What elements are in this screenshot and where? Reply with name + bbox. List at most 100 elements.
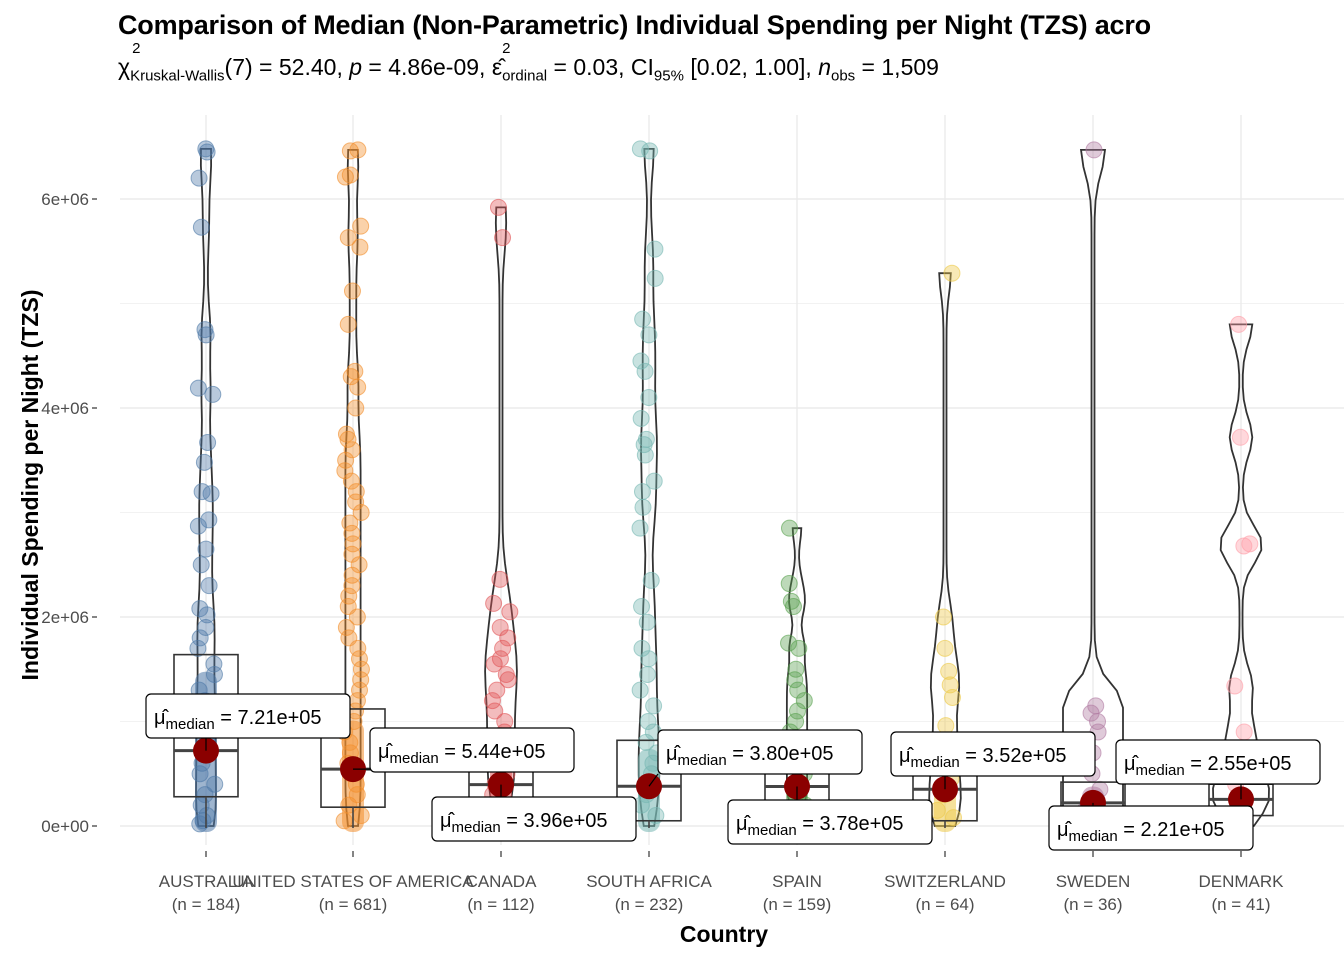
data-point bbox=[191, 629, 209, 647]
data-point bbox=[192, 556, 210, 574]
data-point bbox=[640, 326, 658, 344]
data-point bbox=[349, 639, 367, 657]
data-point bbox=[336, 462, 354, 480]
data-point bbox=[350, 650, 368, 668]
data-point bbox=[638, 613, 656, 631]
violin-south-africa bbox=[637, 147, 661, 827]
data-point bbox=[640, 650, 658, 668]
median-label: μ̂median = 5.44e+05 bbox=[353, 727, 575, 773]
x-tick-label: CANADA bbox=[466, 872, 538, 891]
n-obs-value: 1,509 bbox=[881, 54, 939, 80]
median-label-text: μ̂median = 3.96e+05 bbox=[440, 810, 608, 836]
data-point bbox=[639, 713, 657, 730]
data-point bbox=[640, 389, 658, 407]
chart-subtitle: χ 2 Kruskal-Wallis(7) = 52.40, p = 4.86e-0… bbox=[118, 40, 939, 85]
x-tick-n-label: (n = 41) bbox=[1211, 895, 1270, 914]
df-value: 7 bbox=[232, 54, 245, 80]
y-tick-label: 6e+06 bbox=[41, 190, 89, 209]
data-point bbox=[200, 577, 218, 595]
data-point bbox=[339, 315, 357, 333]
violin-denmark bbox=[1212, 323, 1270, 827]
data-point bbox=[638, 665, 656, 683]
x-tick-label: SWEDEN bbox=[1056, 872, 1131, 891]
data-point bbox=[342, 368, 360, 386]
data-point bbox=[204, 385, 222, 403]
data-point bbox=[632, 352, 650, 370]
median-label-box bbox=[890, 731, 1096, 777]
data-point bbox=[646, 269, 664, 287]
data-point bbox=[341, 142, 359, 160]
data-point bbox=[633, 639, 651, 657]
data-point bbox=[342, 472, 360, 490]
data-point bbox=[631, 681, 649, 699]
data-point bbox=[491, 570, 509, 588]
data-point bbox=[198, 143, 216, 161]
data-point bbox=[197, 618, 215, 636]
data-point bbox=[780, 634, 798, 652]
data-point bbox=[339, 229, 357, 247]
y-axis: 0e+00 2e+06 4e+06 6e+06 bbox=[41, 190, 97, 836]
median-label: μ̂median = 3.96e+05 bbox=[431, 784, 637, 842]
data-point bbox=[499, 671, 517, 689]
data-point bbox=[494, 639, 512, 657]
data-point bbox=[941, 676, 959, 694]
data-point bbox=[197, 540, 215, 558]
median-label: μ̂median = 2.21e+05 bbox=[1048, 802, 1254, 851]
x-tick-label: SWITZERLAND bbox=[884, 872, 1006, 891]
median-label-box bbox=[369, 727, 575, 773]
median-label-box bbox=[1115, 739, 1321, 785]
data-point bbox=[198, 606, 216, 624]
x-axis: AUSTRALIA (n = 184) UNITED STATES OF AMERI… bbox=[159, 851, 1284, 914]
x-tick-n-label: (n = 232) bbox=[615, 895, 684, 914]
data-point bbox=[347, 493, 365, 511]
data-point bbox=[343, 577, 361, 595]
x-tick-n-label: (n = 36) bbox=[1063, 895, 1122, 914]
x-tick-label: SOUTH AFRICA bbox=[586, 872, 712, 891]
data-point bbox=[632, 409, 650, 427]
median-label-box bbox=[657, 729, 863, 775]
median-label-box bbox=[145, 693, 351, 739]
x-tick-n-label: (n = 64) bbox=[915, 895, 974, 914]
median-label: μ̂median = 3.80e+05 bbox=[648, 729, 863, 787]
data-point bbox=[936, 639, 954, 657]
data-point bbox=[190, 169, 208, 187]
data-point bbox=[494, 229, 512, 247]
data-point bbox=[631, 519, 649, 537]
y-axis-title: Individual Spending per Night (TZS) bbox=[17, 290, 43, 681]
data-point bbox=[343, 441, 361, 459]
data-point bbox=[937, 717, 955, 735]
x-tick-n-label: (n = 681) bbox=[319, 895, 388, 914]
data-point bbox=[645, 697, 663, 715]
x-tick-n-label: (n = 112) bbox=[467, 895, 534, 914]
data-point bbox=[189, 379, 207, 397]
data-point bbox=[352, 217, 370, 235]
data-point bbox=[784, 598, 802, 616]
epsilon-symbol: ε̂ bbox=[491, 54, 503, 80]
test-name: Kruskal-Wallis bbox=[130, 67, 225, 85]
data-point bbox=[943, 688, 961, 706]
data-point bbox=[337, 618, 355, 636]
median-label: μ̂median = 7.21e+05 bbox=[145, 693, 351, 751]
data-point bbox=[486, 702, 504, 720]
data-point bbox=[199, 433, 217, 451]
median-label-box bbox=[1048, 805, 1254, 851]
x-tick-label: AUSTRALIA bbox=[159, 872, 254, 891]
data-point bbox=[943, 264, 961, 282]
data-point bbox=[202, 485, 220, 503]
data-point bbox=[350, 556, 368, 574]
data-point bbox=[189, 639, 207, 657]
effect-size-value: 0.03 bbox=[573, 54, 619, 80]
data-point bbox=[485, 655, 503, 673]
data-point bbox=[351, 238, 369, 256]
data-point bbox=[789, 702, 807, 720]
chart-title: Comparison of Median (Non-Parametric) In… bbox=[118, 10, 1151, 40]
x-axis-title: Country bbox=[680, 921, 768, 947]
x-tick-label: SPAIN bbox=[772, 872, 822, 891]
median-label-text: μ̂median = 3.52e+05 bbox=[899, 745, 1067, 771]
data-point bbox=[636, 362, 654, 380]
data-point bbox=[483, 692, 501, 710]
data-point bbox=[350, 681, 368, 699]
data-point bbox=[790, 639, 808, 657]
data-point bbox=[633, 598, 651, 616]
